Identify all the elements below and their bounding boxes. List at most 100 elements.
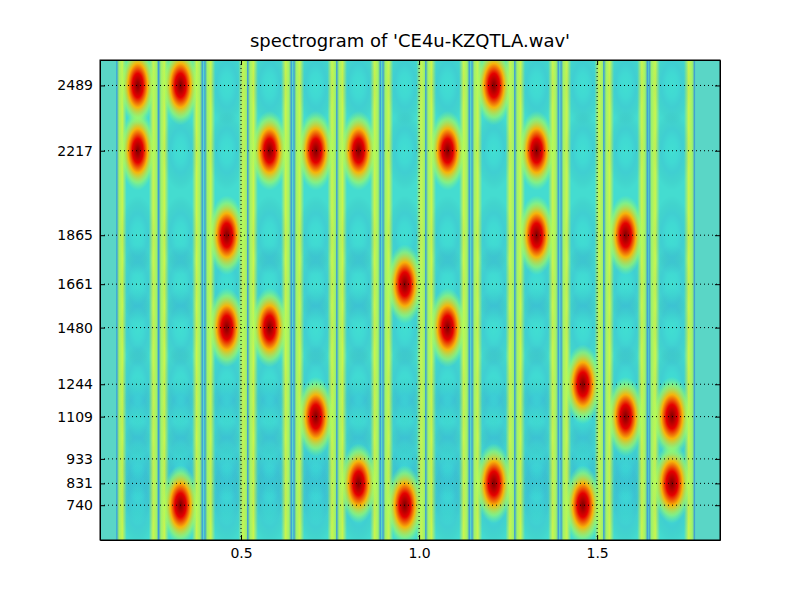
grid-line-y — [100, 458, 720, 459]
grid-line-y — [100, 483, 720, 484]
frame-band — [294, 60, 339, 540]
cell — [208, 288, 245, 368]
cell — [386, 60, 423, 125]
tick — [715, 417, 720, 418]
tick-label: 740 — [66, 497, 93, 513]
cell — [340, 443, 377, 523]
plot-frame — [100, 60, 720, 540]
grid-line-y — [100, 384, 720, 385]
grid-line-y — [100, 416, 720, 417]
grid-line-x — [241, 60, 242, 540]
tick-mark — [597, 535, 598, 540]
frame-band — [472, 60, 517, 540]
tick-label: 1480 — [57, 320, 93, 336]
grid-line-x — [597, 60, 598, 540]
tick: 933 — [66, 451, 105, 467]
tick-label: 1661 — [57, 276, 93, 292]
tick-mark — [715, 417, 720, 418]
tick — [715, 284, 720, 285]
tick-mark — [100, 328, 105, 329]
cell — [564, 195, 601, 275]
cell — [340, 195, 377, 275]
tick-label: 831 — [66, 475, 93, 491]
cell — [564, 344, 601, 424]
cell — [652, 377, 691, 457]
tick — [715, 235, 720, 236]
tick-mark — [419, 60, 420, 65]
tick-label: 2489 — [57, 77, 93, 93]
frame-band — [425, 60, 470, 540]
tick: 1244 — [57, 376, 105, 392]
axis-x: 0.5 1.0 1.5 — [101, 535, 721, 561]
tick — [715, 459, 720, 460]
cell — [120, 60, 156, 125]
tick: 1480 — [57, 320, 105, 336]
cell — [208, 60, 245, 125]
grid — [100, 60, 720, 540]
cell — [564, 465, 601, 540]
tick-mark — [715, 284, 720, 285]
tick: 831 — [66, 475, 105, 491]
frame-band — [205, 60, 250, 540]
tick: 1661 — [57, 276, 105, 292]
cell — [162, 60, 199, 125]
frame-band — [336, 60, 381, 540]
tick — [715, 151, 720, 152]
heatmap — [116, 60, 695, 540]
tick-label: 1244 — [57, 376, 93, 392]
tick — [715, 483, 720, 484]
tick: 1865 — [57, 227, 105, 243]
tick-mark — [715, 235, 720, 236]
tick-mark — [100, 505, 105, 506]
axis-x-top — [101, 60, 721, 65]
cell — [208, 195, 245, 275]
cell — [652, 60, 691, 125]
tick-mark — [597, 60, 598, 65]
tick-mark — [715, 328, 720, 329]
frame-band — [603, 60, 648, 540]
tick-mark — [715, 505, 720, 506]
title: spectrogram of 'CE4u-KZQTLA.wav' — [250, 30, 570, 51]
grid-line-x — [419, 60, 420, 540]
cell — [120, 195, 156, 275]
tick-label: 1865 — [57, 227, 93, 243]
frame-band — [247, 60, 292, 540]
tick-label: 2217 — [57, 143, 93, 159]
tick-mark — [100, 235, 105, 236]
tick-mark — [100, 284, 105, 285]
tick-mark — [715, 384, 720, 385]
tick: 2217 — [57, 143, 105, 159]
cell — [652, 195, 691, 275]
tick-mark — [241, 60, 242, 65]
tick-label: 1.0 — [408, 545, 430, 561]
tick: 1109 — [57, 409, 105, 425]
tick-mark — [100, 417, 105, 418]
grid-line-y — [100, 235, 720, 236]
tick — [715, 505, 720, 506]
tick-mark — [241, 535, 242, 540]
tick — [715, 328, 720, 329]
grid-line-y — [100, 505, 720, 506]
tick-mark — [419, 535, 420, 540]
tick-label: 1.5 — [587, 545, 609, 561]
tick-mark — [100, 85, 105, 86]
tick: 2489 — [57, 77, 105, 93]
grid-line-y — [100, 327, 720, 328]
cell — [386, 465, 423, 540]
tick: 0.5 — [230, 535, 252, 561]
tick: 740 — [66, 497, 105, 513]
axis-y: 740 831 933 1109 1244 1480 1661 1865 2217 2489 — [57, 61, 105, 541]
tick-mark — [715, 151, 720, 152]
grid-line-y — [100, 284, 720, 285]
grid-line-y — [100, 150, 720, 151]
tick-label: 933 — [66, 451, 93, 467]
tick-label: 0.5 — [230, 545, 252, 561]
tick — [419, 60, 420, 65]
chart: 0.5 1.0 1.5 740 831 933 1109 1244 1480 1661 1865 22… — [0, 0, 800, 600]
tick-label: 1109 — [57, 409, 93, 425]
tick — [597, 60, 598, 65]
frame-band — [116, 60, 159, 540]
cell — [475, 60, 512, 125]
tick-mark — [100, 384, 105, 385]
tick — [241, 60, 242, 65]
